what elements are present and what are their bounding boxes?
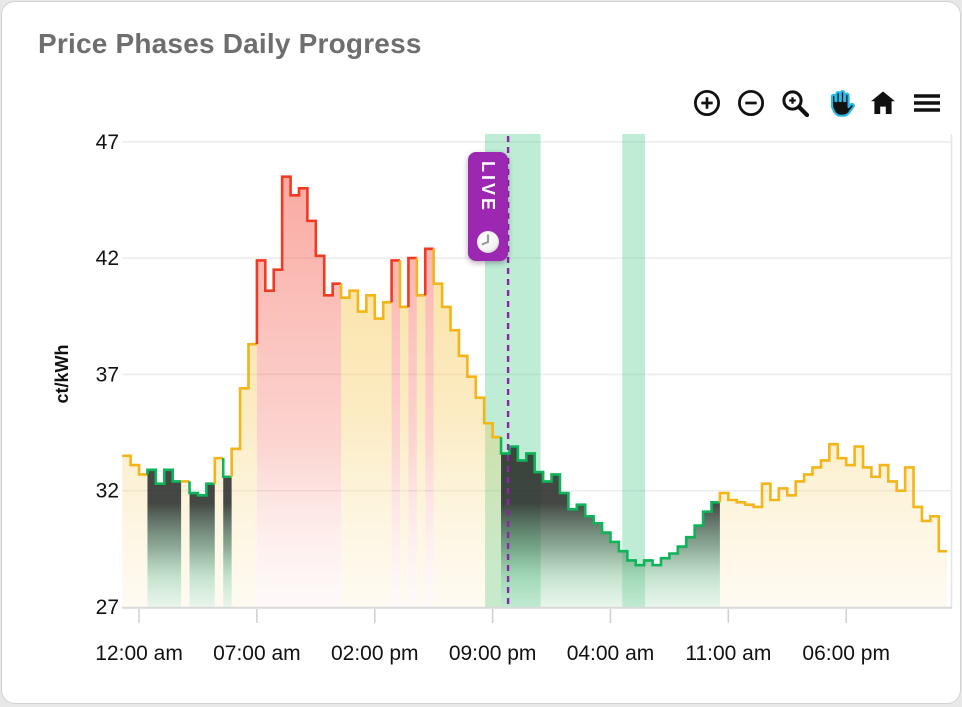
phase-fill-cheap — [147, 470, 181, 607]
phase-fill-expensive — [425, 249, 433, 607]
zoom-in-icon — [692, 88, 722, 118]
pan-hand-icon — [823, 87, 855, 119]
phase-fill-expensive — [392, 260, 400, 607]
menu-icon — [912, 88, 942, 118]
phase-fill-normal — [400, 307, 408, 607]
zoom-out-icon — [736, 88, 766, 118]
phase-fill-normal — [232, 344, 257, 607]
clock-icon — [475, 229, 501, 255]
phase-fill-normal — [341, 291, 392, 607]
menu-button[interactable] — [910, 86, 944, 120]
y-tick-label: 47 — [96, 131, 119, 154]
phase-fill-cheap — [223, 477, 231, 607]
zoom-select-button[interactable] — [778, 86, 812, 120]
y-axis-title: ct/kWh — [52, 344, 72, 403]
y-tick-label: 27 — [96, 596, 119, 619]
y-tick-label: 42 — [96, 247, 119, 270]
zoom-out-button[interactable] — [734, 86, 768, 120]
zoom-select-icon — [780, 88, 810, 118]
x-tick-label: 07:00 am — [213, 642, 301, 665]
chart-toolbar — [690, 86, 944, 120]
x-tick-label: 02:00 pm — [331, 642, 419, 665]
home-reset-icon — [867, 87, 899, 119]
live-badge-label: LIVE — [479, 161, 497, 213]
home-reset-button[interactable] — [866, 86, 900, 120]
phase-fill-normal — [181, 481, 189, 607]
phase-fill-expensive — [257, 177, 341, 607]
pan-button[interactable] — [822, 86, 856, 120]
x-tick-label: 06:00 pm — [802, 642, 890, 665]
live-badge: LIVE — [468, 152, 508, 261]
y-tick-label: 32 — [96, 480, 119, 503]
phase-fill-expensive — [408, 258, 416, 607]
phase-fill-normal — [122, 456, 147, 607]
zoom-in-button[interactable] — [690, 86, 724, 120]
y-tick-label: 37 — [96, 363, 119, 386]
x-tick-label: 11:00 am — [685, 642, 771, 665]
phase-fill-normal — [417, 295, 425, 607]
x-tick-label: 12:00 am — [95, 642, 183, 665]
phase-fill-cheap — [190, 484, 215, 607]
x-tick-label: 04:00 am — [567, 642, 655, 665]
x-tick-label: 09:00 pm — [449, 642, 537, 665]
cheap-phase-band — [622, 134, 645, 607]
